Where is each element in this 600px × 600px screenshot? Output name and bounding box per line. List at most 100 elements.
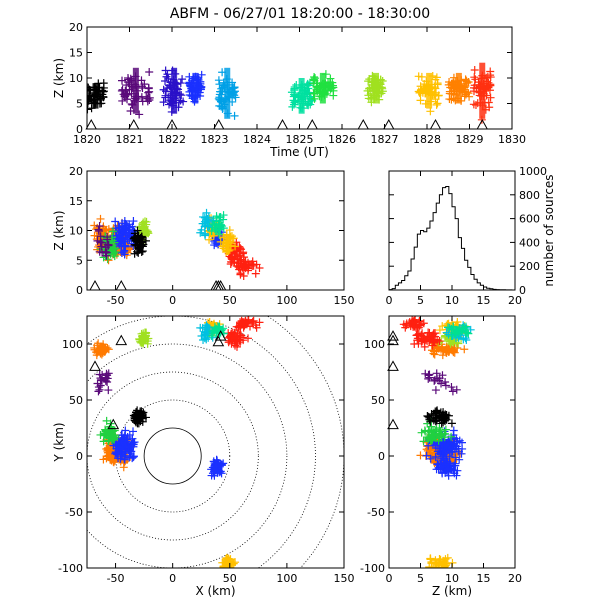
x-height-point (219, 224, 228, 233)
y-tick-label: 50 (371, 394, 385, 407)
y-tick-label: -50 (367, 506, 385, 519)
plan-view-frame (86, 315, 345, 569)
x-height-point (212, 212, 221, 221)
plan-view-point (142, 334, 151, 343)
time-height-point (327, 81, 336, 90)
plan-view-point (104, 443, 113, 452)
x-tick-label: 1821 (116, 133, 144, 146)
time-height-point (462, 76, 471, 85)
plan-view-point (226, 331, 235, 340)
z-y-point (447, 331, 456, 340)
time-height-station-marker (276, 118, 289, 130)
time-height-point (364, 77, 373, 86)
time-height-station-marker (382, 118, 395, 130)
x-tick-label: 50 (223, 294, 237, 307)
x-tick-label: 100 (276, 572, 297, 585)
x-height-point (234, 263, 243, 272)
y-tick-label: 0 (519, 284, 526, 297)
plan-view-point (101, 425, 110, 434)
altitude-histogram-line (388, 185, 515, 291)
x-height-point (142, 217, 151, 226)
z-y-point (412, 331, 421, 340)
plan-view-point (92, 351, 101, 360)
z-y-point (437, 431, 446, 440)
x-tick-label: 1828 (413, 133, 441, 146)
plan-view-point (124, 446, 133, 455)
x-tick-label: 1825 (286, 133, 314, 146)
plan-view-point (104, 345, 113, 354)
x-height-point (95, 222, 104, 231)
time-height-point (290, 82, 299, 91)
x-height-point (210, 241, 219, 250)
x-height-point (96, 214, 105, 223)
z-y-point (447, 346, 456, 355)
x-height-point (108, 227, 117, 236)
plan-view-point (200, 330, 209, 339)
time-height-axes: 1820 1821 1822 1823 1824 1825 1826 1827 1828 1829… (52, 21, 526, 159)
plan-view-station-marker (89, 360, 101, 371)
z-y-xlabel: Z (km) (432, 584, 472, 598)
x-height-point (196, 228, 205, 237)
z-y-point (435, 554, 444, 563)
time-height-ylabel: Z (km) (52, 58, 66, 98)
time-height-point (431, 95, 440, 104)
plan-view-point (103, 374, 112, 383)
z-y-point (431, 440, 440, 449)
x-height-point (206, 229, 215, 238)
plan-view-point (199, 335, 208, 344)
z-y-point (425, 413, 434, 422)
time-height-cluster (92, 83, 99, 109)
time-height-point (177, 91, 186, 100)
plan-view-point (133, 413, 142, 422)
z-y-point (440, 441, 449, 450)
z-y-point (438, 462, 447, 471)
x-height-point (102, 251, 111, 260)
z-y-point (432, 465, 441, 474)
x-height-point (115, 223, 124, 232)
plan-view-point (104, 369, 113, 378)
x-height-point (227, 258, 236, 267)
plan-view-point (94, 383, 103, 392)
z-y-point (433, 459, 442, 468)
x-height-point (111, 217, 120, 226)
plan-view-point (110, 426, 119, 435)
z-y-point (426, 417, 435, 426)
z-y-point (439, 347, 448, 356)
time-height-point (289, 92, 298, 101)
x-tick-label: -50 (107, 294, 125, 307)
x-height-point (104, 240, 113, 249)
clip-zy-marks (399, 316, 475, 568)
x-height-point (226, 260, 235, 269)
x-tick-label: 5 (417, 572, 424, 585)
time-height-point (426, 107, 435, 116)
x-height-point (103, 235, 112, 244)
y-tick-label: 15 (69, 195, 83, 208)
plan-view-point (112, 449, 121, 458)
z-y-point (424, 412, 433, 421)
plan-view-point (96, 430, 105, 439)
time-height-point (125, 85, 134, 94)
time-height-cluster (426, 72, 433, 109)
time-height-point (416, 96, 425, 105)
y-tick-label: 1000 (519, 165, 547, 178)
x-tick-label: 0 (386, 572, 393, 585)
x-height-point (255, 263, 264, 272)
z-y-point (422, 451, 431, 460)
time-height-point (159, 98, 168, 107)
z-y-point (408, 318, 417, 327)
z-y-point (440, 558, 449, 567)
plan-view-station-marker (212, 335, 225, 347)
z-y-point (442, 328, 451, 337)
plan-view-point (137, 407, 146, 416)
x-tick-label: 150 (334, 294, 355, 307)
plan-view-point (117, 437, 126, 446)
y-tick-label: 0 (76, 123, 83, 136)
x-height-point (98, 248, 107, 257)
z-y-point (424, 370, 433, 379)
z-y-point (431, 452, 440, 461)
time-height-point (471, 75, 480, 84)
x-height-point (200, 222, 209, 231)
x-tick-label: 1826 (328, 133, 356, 146)
x-tick-label: 100 (276, 294, 297, 307)
